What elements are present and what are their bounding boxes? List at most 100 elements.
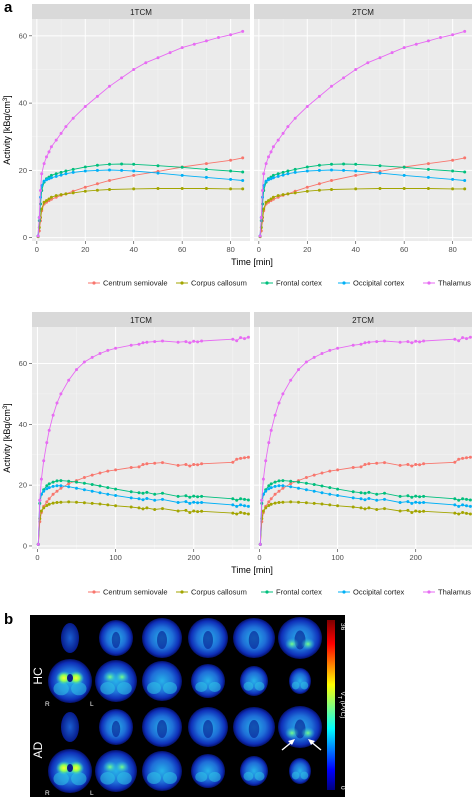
data-point (137, 342, 141, 346)
data-point (39, 189, 42, 192)
slice-warm-region (301, 727, 315, 739)
slice-lobe (195, 681, 208, 693)
facet-strip (32, 4, 250, 19)
data-point (129, 496, 133, 500)
data-point (246, 335, 250, 339)
data-point (246, 512, 250, 516)
data-point (241, 170, 245, 174)
y-tick-label: 0 (23, 233, 27, 242)
data-point (271, 145, 275, 149)
brain-slice (278, 617, 322, 659)
facet-strip-label: 1TCM (130, 316, 152, 325)
series-occipital-cortex (36, 484, 250, 546)
slice-lobe (291, 771, 300, 780)
data-point (461, 336, 465, 340)
data-point (54, 174, 58, 178)
data-point (90, 501, 94, 505)
legend-key-point (265, 590, 269, 594)
data-point (192, 509, 196, 513)
slice-lobe (163, 772, 177, 784)
data-point (137, 491, 141, 495)
data-point (271, 195, 275, 199)
data-point (59, 479, 63, 483)
series-corpus-callosum (258, 500, 472, 546)
data-point (67, 378, 71, 382)
data-point (375, 508, 379, 511)
data-point (264, 506, 268, 510)
data-point (304, 501, 308, 505)
data-point (49, 195, 53, 199)
data-point (120, 76, 124, 80)
data-point (305, 189, 309, 193)
data-point (267, 500, 271, 504)
data-point (398, 494, 402, 498)
data-point (453, 497, 457, 501)
data-point (235, 498, 239, 502)
data-point (98, 352, 102, 355)
data-point (271, 173, 275, 177)
brain-slice (142, 661, 182, 701)
data-point (461, 503, 465, 507)
data-point (367, 340, 371, 344)
data-point (184, 494, 188, 498)
series-centrum-semiovale (258, 455, 472, 546)
data-point (59, 193, 63, 197)
legend-label: Occipital cortex (353, 588, 405, 597)
data-point (305, 105, 309, 108)
data-point (330, 168, 333, 172)
slice-ventricle (203, 720, 213, 738)
data-point (273, 484, 277, 488)
data-point (363, 491, 367, 495)
data-point (241, 179, 245, 182)
data-point (82, 476, 86, 479)
data-point (145, 462, 149, 466)
data-point (47, 497, 51, 501)
data-point (261, 509, 265, 513)
slice-tissue (191, 754, 225, 788)
data-point (398, 501, 402, 504)
legend-key-point (92, 590, 96, 594)
slice-lobe (300, 771, 309, 780)
data-point (402, 46, 406, 50)
data-point (40, 207, 44, 211)
data-point (83, 185, 87, 189)
facet-strip-label: 2TCM (352, 8, 374, 17)
data-point (293, 191, 297, 195)
data-point (176, 501, 180, 504)
data-point (383, 339, 386, 343)
data-point (354, 169, 358, 173)
legend-key-point (342, 281, 346, 285)
data-point (37, 216, 41, 219)
brain-slice (48, 659, 92, 703)
slice-lobe (53, 682, 69, 696)
data-point (451, 158, 455, 162)
data-point (269, 197, 273, 201)
data-point (235, 512, 239, 516)
data-point (55, 479, 59, 483)
data-point (453, 337, 457, 341)
data-point (342, 76, 346, 80)
brain-slices (48, 617, 322, 793)
data-point (141, 491, 145, 495)
data-point (180, 187, 184, 190)
data-point (241, 156, 245, 160)
data-point (351, 496, 355, 500)
data-point (156, 187, 160, 190)
data-point (468, 498, 472, 502)
data-point (426, 39, 430, 43)
slice-lobe (147, 772, 161, 784)
data-point (264, 179, 268, 183)
data-point (410, 511, 414, 514)
data-point (204, 167, 208, 171)
data-point (414, 42, 418, 46)
panel-background (254, 19, 472, 241)
data-point (418, 510, 422, 514)
data-point (465, 337, 468, 341)
data-point (328, 492, 332, 496)
legend-item: Thalamus (423, 279, 471, 288)
data-point (457, 512, 461, 516)
data-point (426, 162, 430, 166)
slice-lobe (147, 682, 161, 694)
data-point (317, 182, 321, 186)
series-thalamus (258, 335, 472, 546)
